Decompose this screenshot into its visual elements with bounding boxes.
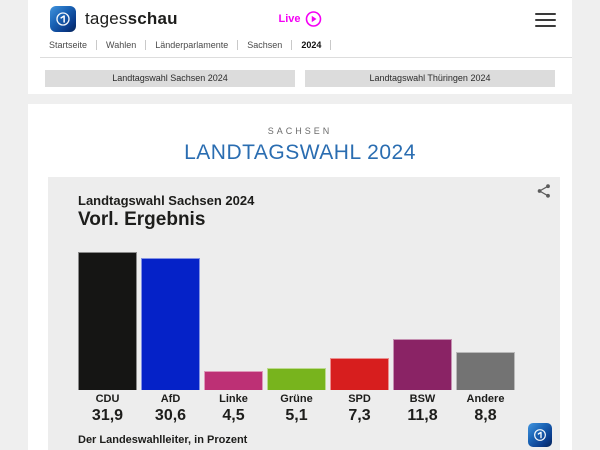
party-column: Andere 8,8 (456, 252, 515, 425)
party-value: 31,9 (91, 407, 124, 424)
tab-landtagswahl-thueringen[interactable]: Landtagswahl Thüringen 2024 (305, 70, 555, 87)
bar-grüne (267, 367, 326, 390)
bar-cdu (78, 252, 137, 390)
bar-bsw (393, 339, 452, 390)
election-tabs: Landtagswahl Sachsen 2024 Landtagswahl T… (28, 59, 572, 94)
live-label: Live (278, 13, 301, 25)
party-column: AfD 30,6 (141, 252, 200, 425)
bar-afd (141, 257, 200, 390)
party-value: 8,8 (474, 407, 497, 424)
breadcrumb: Startseite Wahlen Länderparlamente Sachsen 2… (40, 38, 572, 58)
breadcrumb-separator (237, 40, 239, 50)
results-chart-card: Landtagswahl Sachsen 2024 Vorl. Ergebnis… (48, 177, 560, 450)
bar-andere (456, 351, 515, 390)
party-column: CDU 31,9 (78, 252, 137, 425)
breadcrumb-item[interactable]: 2024 (301, 40, 322, 50)
bar-chart: CDU 31,9 AfD 30,6 Linke 4,5 Grüne 5,1 SPD 7,3 BSW 1… (48, 252, 560, 425)
breadcrumb-separator (291, 40, 293, 50)
party-value: 11,8 (407, 407, 438, 424)
party-label: BSW (409, 393, 436, 405)
party-label: Grüne (280, 393, 313, 405)
party-label: CDU (95, 393, 120, 405)
breadcrumb-item[interactable]: Länderparlamente (155, 40, 229, 50)
chart-subtitle: Vorl. Ergebnis (78, 209, 206, 230)
chart-title: Landtagswahl Sachsen 2024 (78, 193, 255, 208)
party-column: BSW 11,8 (393, 252, 452, 425)
party-value: 30,6 (154, 407, 187, 424)
main-content: SACHSEN LANDTAGSWAHL 2024 Landtagswahl S… (28, 104, 572, 450)
party-column: Linke 4,5 (204, 252, 263, 425)
site-header: tagesschau Live Startseite Wahlen Länderpa… (28, 0, 572, 59)
breadcrumb-separator (145, 40, 147, 50)
region-kicker: SACHSEN (267, 126, 333, 136)
chart-source: Der Landeswahlleiter, in Prozent (78, 434, 248, 446)
party-column: Grüne 5,1 (267, 252, 326, 425)
bar-spd (330, 358, 389, 390)
breadcrumb-separator (330, 40, 332, 50)
party-value: 4,5 (222, 407, 245, 424)
bar-linke (204, 370, 263, 390)
tagesschau-globe-icon (50, 6, 76, 32)
tagesschau-logo-link[interactable]: tagesschau (50, 6, 178, 32)
breadcrumb-separator (96, 40, 98, 50)
section-gap (0, 94, 600, 104)
brand-wordmark: tagesschau (85, 9, 178, 28)
breadcrumb-item[interactable]: Sachsen (247, 40, 283, 50)
party-label: Linke (219, 393, 248, 405)
party-label: AfD (160, 393, 181, 405)
live-stream-button[interactable]: Live (278, 11, 322, 27)
play-circle-icon (305, 11, 322, 27)
tab-landtagswahl-sachsen[interactable]: Landtagswahl Sachsen 2024 (45, 70, 295, 87)
share-icon[interactable] (536, 183, 552, 199)
page-title: LANDTAGSWAHL 2024 (184, 141, 416, 164)
breadcrumb-item[interactable]: Wahlen (106, 40, 137, 50)
party-value: 7,3 (348, 407, 371, 424)
breadcrumb-item[interactable]: Startseite (49, 40, 88, 50)
party-label: SPD (348, 393, 371, 405)
party-value: 5,1 (285, 407, 308, 424)
menu-icon[interactable] (535, 13, 556, 27)
party-column: SPD 7,3 (330, 252, 389, 425)
tagesschau-badge-icon (528, 423, 552, 447)
party-label: Andere (466, 393, 505, 405)
